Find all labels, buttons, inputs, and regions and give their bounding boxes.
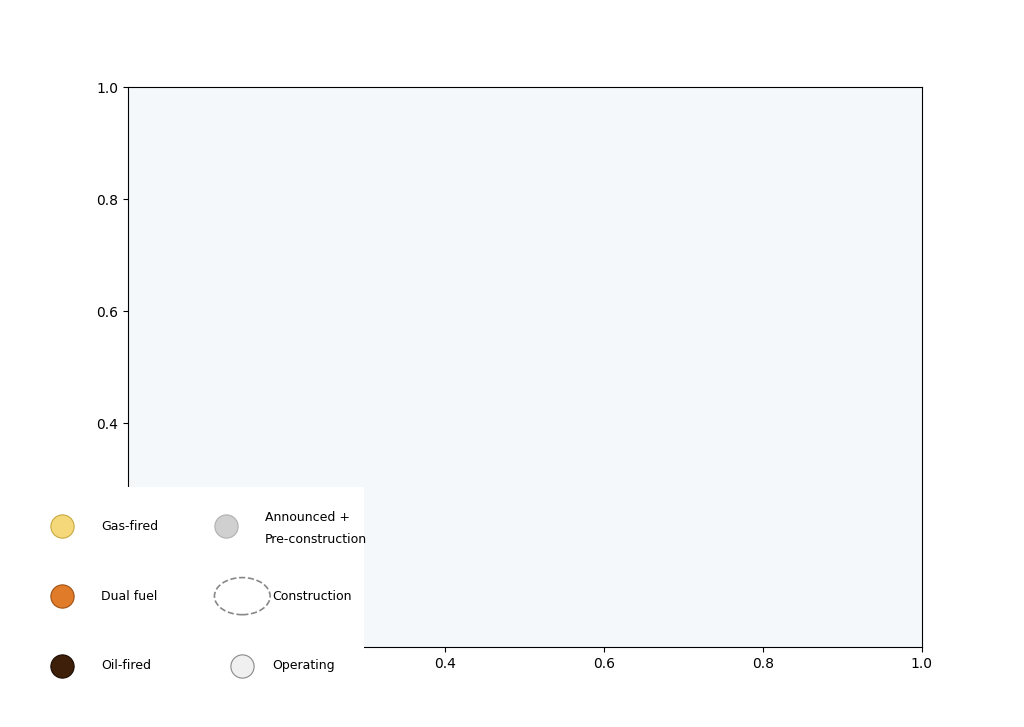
Point [54, 660, 71, 672]
Text: Dual fuel: Dual fuel [101, 590, 158, 603]
Point [234, 660, 251, 672]
Text: Pre-construction: Pre-construction [265, 533, 368, 546]
Point [54, 521, 71, 532]
Point [54, 590, 71, 602]
Text: Construction: Construction [271, 590, 351, 603]
Text: Announced +: Announced + [265, 511, 350, 524]
Point [218, 521, 234, 532]
Text: Operating: Operating [271, 659, 335, 672]
Text: Oil-fired: Oil-fired [101, 659, 152, 672]
Text: Gas-fired: Gas-fired [101, 520, 159, 533]
